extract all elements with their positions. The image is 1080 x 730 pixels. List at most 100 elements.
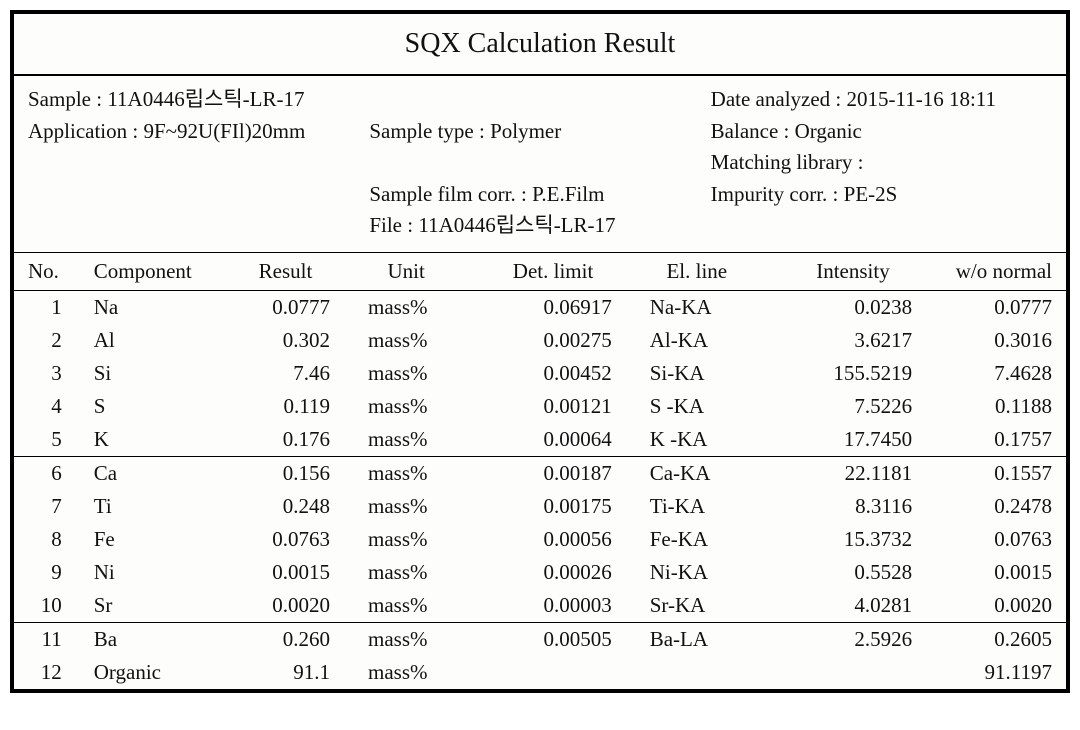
result-table: No. Component Result Unit Det. limit El.… xyxy=(14,253,1066,689)
cell-det xyxy=(484,656,639,689)
col-result: Result xyxy=(231,253,358,291)
cell-el: Fe-KA xyxy=(640,523,784,556)
col-component: Component xyxy=(84,253,231,291)
cell-component: S xyxy=(84,390,231,423)
cell-no: 10 xyxy=(14,589,84,623)
meta-file: File : 11A0446립스틱-LR-17 xyxy=(369,210,710,242)
cell-intensity: 15.3732 xyxy=(784,523,930,556)
cell-won: 0.1557 xyxy=(930,456,1066,490)
meta-balance: Balance : Organic xyxy=(711,116,1052,148)
cell-component: Sr xyxy=(84,589,231,623)
cell-no: 1 xyxy=(14,290,84,324)
cell-result: 0.119 xyxy=(231,390,358,423)
cell-unit: mass% xyxy=(358,357,484,390)
cell-result: 0.0020 xyxy=(231,589,358,623)
cell-intensity: 3.6217 xyxy=(784,324,930,357)
cell-det: 0.00505 xyxy=(484,622,639,656)
cell-det: 0.00187 xyxy=(484,456,639,490)
cell-intensity: 2.5926 xyxy=(784,622,930,656)
cell-unit: mass% xyxy=(358,523,484,556)
cell-unit: mass% xyxy=(358,556,484,589)
table-row: 7Ti0.248mass%0.00175Ti-KA8.31160.2478 xyxy=(14,490,1066,523)
cell-el: Ba-LA xyxy=(640,622,784,656)
col-won: w/o normal xyxy=(930,253,1066,291)
cell-el: Ca-KA xyxy=(640,456,784,490)
cell-intensity: 8.3116 xyxy=(784,490,930,523)
meta-impurity-label: Impurity corr. : xyxy=(711,182,844,206)
cell-unit: mass% xyxy=(358,622,484,656)
cell-result: 0.0763 xyxy=(231,523,358,556)
cell-component: K xyxy=(84,423,231,457)
report-title: SQX Calculation Result xyxy=(14,14,1066,74)
meta-sample-value: 11A0446립스틱-LR-17 xyxy=(107,87,304,111)
cell-intensity: 17.7450 xyxy=(784,423,930,457)
meta-balance-value: Organic xyxy=(795,119,862,143)
meta-date-value: 2015-11-16 18:11 xyxy=(847,87,997,111)
table-row: 10Sr0.0020mass%0.00003Sr-KA4.02810.0020 xyxy=(14,589,1066,623)
cell-component: Al xyxy=(84,324,231,357)
cell-result: 7.46 xyxy=(231,357,358,390)
col-el: El. line xyxy=(640,253,784,291)
table-row: 11Ba0.260mass%0.00505Ba-LA2.59260.2605 xyxy=(14,622,1066,656)
cell-result: 0.302 xyxy=(231,324,358,357)
cell-no: 9 xyxy=(14,556,84,589)
cell-won: 7.4628 xyxy=(930,357,1066,390)
cell-el xyxy=(640,656,784,689)
cell-component: Organic xyxy=(84,656,231,689)
col-det: Det. limit xyxy=(484,253,639,291)
cell-component: Fe xyxy=(84,523,231,556)
cell-no: 4 xyxy=(14,390,84,423)
cell-won: 0.1188 xyxy=(930,390,1066,423)
cell-component: Si xyxy=(84,357,231,390)
cell-component: Ni xyxy=(84,556,231,589)
table-row: 5K0.176mass%0.00064K -KA17.74500.1757 xyxy=(14,423,1066,457)
cell-det: 0.00003 xyxy=(484,589,639,623)
cell-result: 0.156 xyxy=(231,456,358,490)
cell-no: 6 xyxy=(14,456,84,490)
meta-film-corr: Sample film corr. : P.E.Film xyxy=(369,179,710,211)
meta-file-label: File : xyxy=(369,213,418,237)
meta-block: Sample : 11A0446립스틱-LR-17 Application : … xyxy=(14,76,1066,252)
cell-unit: mass% xyxy=(358,390,484,423)
table-row: 1Na0.0777mass%0.06917Na-KA0.02380.0777 xyxy=(14,290,1066,324)
meta-film-corr-value: P.E.Film xyxy=(532,182,604,206)
meta-col-center: Sample type : Polymer Sample film corr. … xyxy=(369,84,710,242)
cell-intensity: 7.5226 xyxy=(784,390,930,423)
cell-result: 0.260 xyxy=(231,622,358,656)
cell-won: 0.0777 xyxy=(930,290,1066,324)
meta-col-right: Date analyzed : 2015-11-16 18:11 Balance… xyxy=(711,84,1052,242)
cell-det: 0.06917 xyxy=(484,290,639,324)
cell-el: Si-KA xyxy=(640,357,784,390)
meta-date: Date analyzed : 2015-11-16 18:11 xyxy=(711,84,1052,116)
table-row: 2Al0.302mass%0.00275Al-KA3.62170.3016 xyxy=(14,324,1066,357)
cell-unit: mass% xyxy=(358,589,484,623)
cell-det: 0.00121 xyxy=(484,390,639,423)
cell-won: 0.0015 xyxy=(930,556,1066,589)
table-row: 9Ni0.0015mass%0.00026Ni-KA0.55280.0015 xyxy=(14,556,1066,589)
report-frame: SQX Calculation Result Sample : 11A0446립… xyxy=(10,10,1070,693)
cell-det: 0.00056 xyxy=(484,523,639,556)
cell-won: 0.2478 xyxy=(930,490,1066,523)
meta-sample-type: Sample type : Polymer xyxy=(369,116,710,148)
meta-impurity-value: PE-2S xyxy=(844,182,898,206)
cell-won: 0.3016 xyxy=(930,324,1066,357)
table-header: No. Component Result Unit Det. limit El.… xyxy=(14,253,1066,291)
col-unit: Unit xyxy=(358,253,484,291)
cell-el: Al-KA xyxy=(640,324,784,357)
cell-intensity: 155.5219 xyxy=(784,357,930,390)
meta-sample-label: Sample : xyxy=(28,87,107,111)
meta-sample-type-value: Polymer xyxy=(490,119,561,143)
cell-no: 12 xyxy=(14,656,84,689)
cell-component: Ti xyxy=(84,490,231,523)
cell-det: 0.00064 xyxy=(484,423,639,457)
cell-won: 0.2605 xyxy=(930,622,1066,656)
meta-matching: Matching library : xyxy=(711,147,1052,179)
cell-el: Sr-KA xyxy=(640,589,784,623)
meta-file-value: 11A0446립스틱-LR-17 xyxy=(418,213,615,237)
cell-no: 5 xyxy=(14,423,84,457)
cell-unit: mass% xyxy=(358,423,484,457)
cell-el: Ti-KA xyxy=(640,490,784,523)
cell-el: S -KA xyxy=(640,390,784,423)
cell-component: Ca xyxy=(84,456,231,490)
cell-det: 0.00275 xyxy=(484,324,639,357)
